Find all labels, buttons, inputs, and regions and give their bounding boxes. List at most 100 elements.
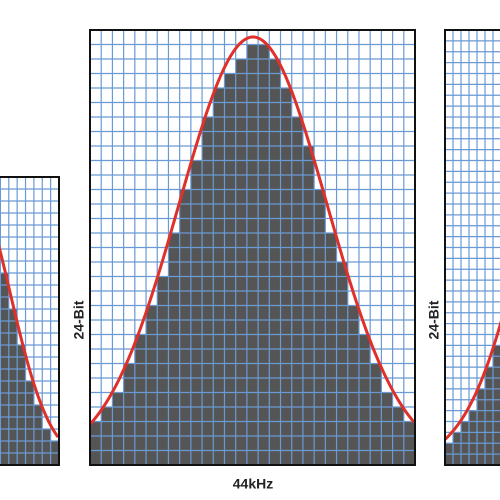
sample-cell (246, 421, 259, 436)
sample-cell (291, 349, 303, 364)
sample-cell (213, 88, 225, 103)
sample-cell (213, 392, 225, 407)
sample-cell (112, 421, 124, 436)
sample-cell (190, 218, 203, 233)
sample-cell (314, 349, 326, 364)
sample-cell (403, 421, 415, 436)
sample-cell (157, 450, 169, 465)
sample-cell (302, 320, 315, 335)
sample-cell (280, 117, 292, 132)
sample-cell (485, 454, 493, 465)
sample-cell (370, 363, 382, 378)
sample-cell (224, 436, 236, 451)
waveform (88, 35, 416, 426)
sample-cell (25, 453, 34, 465)
sample-cell (224, 291, 236, 306)
sample-cell (291, 450, 303, 465)
sample-cell (224, 218, 236, 233)
sample-cell (8, 393, 18, 405)
sample-cell (336, 291, 348, 306)
sample-cell (258, 291, 270, 306)
sample-cell (202, 291, 214, 306)
sample-cell (291, 305, 303, 320)
sample-cell (190, 334, 203, 349)
sample-cell (246, 189, 259, 204)
sample-cell (179, 247, 191, 262)
sample-cell (17, 453, 26, 465)
sample-cell (235, 291, 247, 306)
sample-cell (202, 349, 214, 364)
sample-cell (302, 146, 315, 161)
sample-cell (302, 160, 315, 175)
sample-cell (347, 320, 359, 335)
sample-cell (269, 436, 281, 451)
sample-cell (213, 160, 225, 175)
sample-cell (235, 117, 247, 132)
sample-cell (302, 233, 315, 248)
sample-cell (246, 334, 259, 349)
sample-cell (302, 436, 315, 451)
sample-cell (314, 320, 326, 335)
sample-cell (146, 407, 158, 422)
sample-cell (90, 421, 102, 436)
sample-cell (42, 429, 51, 441)
sample-cell (179, 363, 191, 378)
sample-cell (302, 334, 315, 349)
sample-cell (235, 218, 247, 233)
sample-cell (269, 175, 281, 190)
sample-cell (224, 160, 236, 175)
sample-cell (202, 117, 214, 132)
sample-cell (157, 407, 169, 422)
sample-cell (325, 450, 337, 465)
sample-cell (213, 320, 225, 335)
sample-cell (224, 320, 236, 335)
sample-cell (235, 378, 247, 393)
sample-cell (146, 363, 158, 378)
sample-cell (314, 407, 326, 422)
sample-cell (246, 88, 259, 103)
sample-cell (235, 363, 247, 378)
sample-cell (50, 453, 59, 465)
sample-cell (134, 378, 147, 393)
sample-cell (123, 392, 135, 407)
sample-cell (493, 410, 500, 422)
sample-cell (17, 429, 26, 441)
sample-cell (235, 189, 247, 204)
sample-cell (101, 407, 113, 422)
sample-cell (179, 436, 191, 451)
sample-cell (213, 146, 225, 161)
sample-cell (0, 309, 9, 321)
sample-cell (258, 59, 270, 74)
waveform (0, 244, 60, 438)
sample-cell (190, 320, 203, 335)
sample-cell (179, 421, 191, 436)
sample-cell (325, 247, 337, 262)
sample-cell (8, 429, 18, 441)
sample-cell (347, 305, 359, 320)
sample-cell (485, 399, 493, 411)
sample-cell (224, 102, 236, 117)
sample-cell (42, 453, 51, 465)
sample-cell (246, 175, 259, 190)
sample-cell (168, 378, 180, 393)
sample-cell (336, 334, 348, 349)
sample-cell (246, 407, 259, 422)
sample-cell (392, 407, 404, 422)
sample-cell (157, 349, 169, 364)
sample-cell (461, 454, 469, 465)
sample-cell (8, 333, 18, 345)
sample-cell (269, 392, 281, 407)
sample-cell (157, 334, 169, 349)
sample-cell (302, 363, 315, 378)
sample-cell (392, 421, 404, 436)
sample-cell (50, 441, 59, 453)
sample-cell (157, 363, 169, 378)
sample-cell (112, 450, 124, 465)
sample-cell (146, 436, 158, 451)
sample-cell (302, 305, 315, 320)
sample-cell (190, 276, 203, 291)
sample-cell (190, 175, 203, 190)
sample-cell (314, 421, 326, 436)
sample-cell (325, 378, 337, 393)
sample-cell (291, 407, 303, 422)
